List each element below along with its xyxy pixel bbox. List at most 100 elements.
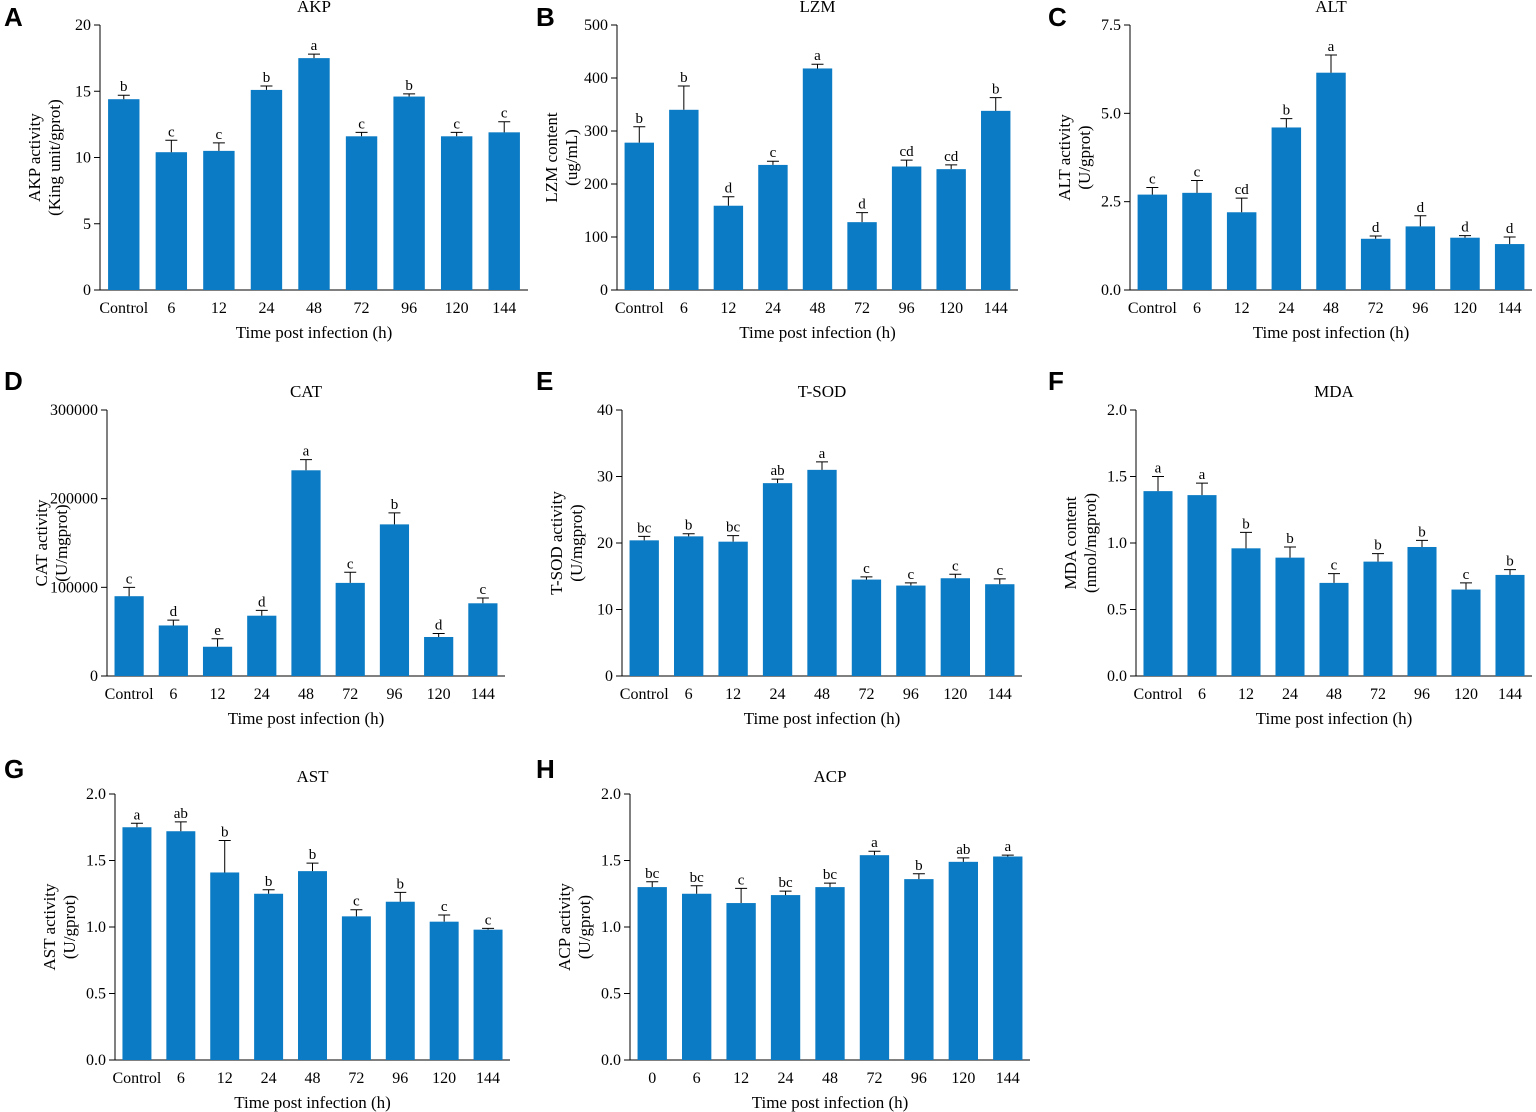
x-tick-label: 24 (1278, 300, 1294, 317)
y-tick-label: 2.0 (601, 786, 621, 803)
bar (758, 164, 788, 290)
x-tick-label: 24 (778, 1070, 794, 1087)
bar (993, 856, 1023, 1060)
bar (851, 579, 882, 676)
y-tick-label: 5.0 (1101, 105, 1121, 122)
bar (815, 887, 845, 1060)
x-tick-label: 24 (765, 300, 781, 317)
bar (254, 893, 284, 1060)
error-bar (779, 890, 792, 896)
error-bar (394, 891, 407, 902)
significance-letter: bc (637, 520, 652, 536)
x-tick-label: Control (1128, 300, 1177, 317)
error-bar (766, 160, 779, 165)
significance-letter: b (391, 497, 399, 513)
panel-c: C ALT 0.0 2.5 5.0 7.5 ALT activity(U/gprot) c Co… (1048, 0, 1532, 342)
x-tick-label: 48 (810, 300, 826, 317)
bar (1226, 212, 1257, 290)
y-tick-label: 0 (90, 668, 98, 685)
significance-letter: a (1199, 467, 1206, 483)
y-tick-label: 1.5 (1107, 469, 1127, 486)
significance-letter: d (1506, 221, 1514, 237)
significance-letter: c (996, 563, 1003, 579)
panel-d: D CAT 0 100000 200000 300000 CAT activity(U/mg… (4, 366, 505, 728)
significance-letter: c (441, 899, 448, 915)
error-bar (816, 461, 828, 470)
bar (859, 855, 890, 1060)
significance-letter: ab (770, 463, 784, 479)
significance-letter: a (814, 48, 821, 64)
y-tick-label: 40 (597, 402, 613, 419)
y-tick-label: 0.5 (86, 986, 106, 1003)
x-tick-label: 72 (854, 300, 870, 317)
error-bar (957, 857, 970, 862)
x-tick-label: 6 (1193, 300, 1201, 317)
bar (203, 150, 235, 290)
error-bar (945, 164, 958, 170)
y-tick-label: 20 (597, 535, 613, 552)
error-bar (811, 63, 824, 69)
y-tick-label: 0.0 (601, 1052, 621, 1069)
x-tick-label: 6 (1198, 686, 1206, 703)
y-tick-label: 200 (584, 176, 608, 193)
significance-letter: b (309, 847, 317, 863)
error-bar (722, 196, 735, 206)
error-bar (211, 638, 224, 647)
error-bar (1460, 582, 1472, 590)
bar (385, 901, 415, 1060)
error-bar (1284, 546, 1296, 558)
y-tick-label: 10 (75, 150, 91, 167)
y-axis-label-line: CAT activity (32, 499, 51, 587)
bar (473, 929, 503, 1060)
x-tick-label: 12 (211, 300, 227, 317)
bar (624, 142, 654, 290)
bar (1187, 495, 1217, 676)
error-bar (1152, 476, 1164, 492)
x-tick-label: 12 (1234, 300, 1250, 317)
error-bar (300, 459, 312, 471)
significance-letter: a (303, 444, 310, 460)
error-bar (476, 597, 489, 604)
bar (669, 109, 699, 290)
x-tick-label: 120 (943, 686, 967, 703)
bar (1182, 192, 1212, 290)
y-axis-label: CAT activity(U/mgprot) (32, 499, 71, 587)
x-axis-label: Time post infection (h) (739, 323, 896, 342)
error-bar (117, 94, 130, 100)
error-bar (438, 914, 451, 922)
x-tick-label: 144 (1498, 300, 1522, 317)
x-tick-label: 144 (471, 686, 495, 703)
panel-e: E T-SOD 0 10 20 30 40 T-SOD activity(U/mgprot) b… (536, 366, 1022, 728)
x-tick-label: Control (620, 686, 669, 703)
y-axis-label: LZM content(ug/mL) (542, 112, 581, 202)
significance-letter: c (738, 872, 745, 888)
y-tick-label: 0.5 (1107, 602, 1127, 619)
chart-title: CAT (290, 382, 323, 401)
y-tick-label: 15 (75, 83, 91, 100)
significance-letter: a (311, 38, 318, 54)
x-tick-label: Control (99, 300, 148, 317)
significance-letter: c (485, 912, 492, 928)
chart-title: ACP (813, 767, 846, 786)
bar (250, 89, 283, 290)
error-bar (735, 887, 748, 904)
y-tick-label: 200000 (50, 491, 98, 508)
x-tick-label: 6 (685, 686, 693, 703)
significance-letter: b (221, 825, 229, 841)
significance-letter: bc (690, 870, 705, 886)
bar (202, 646, 233, 676)
bar (488, 132, 520, 290)
significance-letter: b (685, 518, 693, 534)
significance-letter: c (770, 145, 777, 161)
bar (1495, 574, 1525, 676)
significance-letter: b (1242, 516, 1250, 532)
significance-letter: b (1283, 103, 1291, 119)
y-tick-label: 10 (597, 602, 613, 619)
y-axis-label-line: MDA content (1061, 496, 1080, 589)
error-bar (690, 885, 703, 894)
bar (726, 903, 756, 1060)
bar (948, 861, 978, 1060)
error-bar (403, 93, 416, 97)
y-axis-label-line: (King unit/gprot) (45, 99, 64, 216)
significance-letter: c (453, 116, 460, 132)
